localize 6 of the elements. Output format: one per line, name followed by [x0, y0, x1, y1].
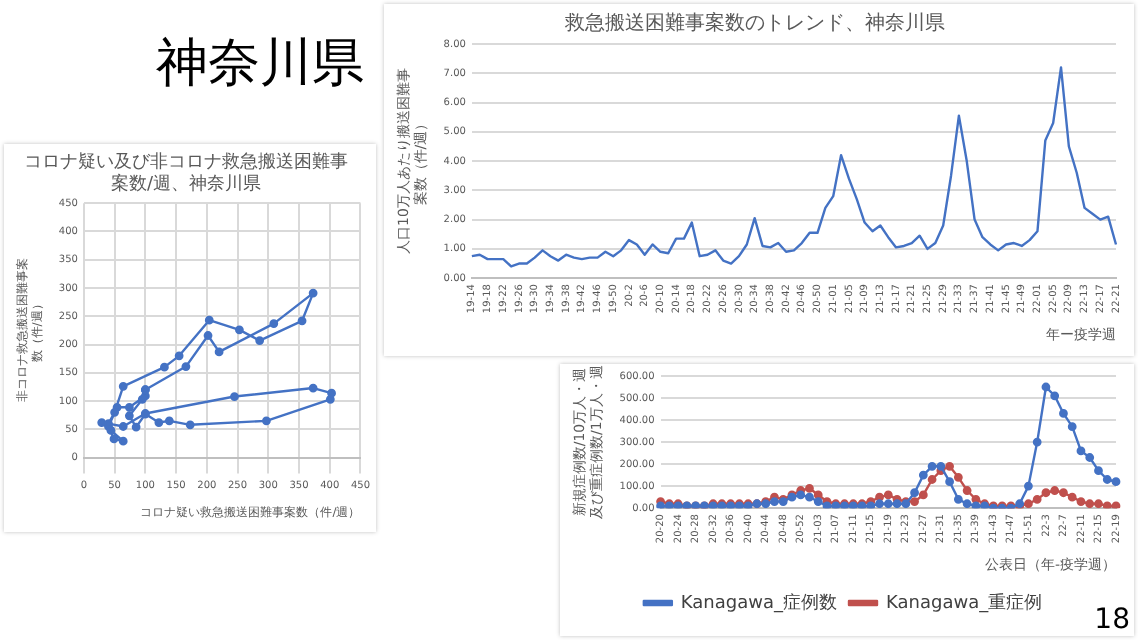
chart-title: 救急搬送困難事案数のトレンド、神奈川県 — [563, 11, 945, 36]
legend-label: Kanagawa_症例数 — [680, 591, 838, 614]
chart-title: コロナ疑い及び非コロナ救急搬送困難事案数/週、神奈川県 — [24, 151, 348, 196]
legend-label: Kanagawa_重症例 — [886, 591, 1043, 614]
text: 神奈川県 — [156, 34, 364, 94]
text: 18 — [1094, 603, 1130, 636]
